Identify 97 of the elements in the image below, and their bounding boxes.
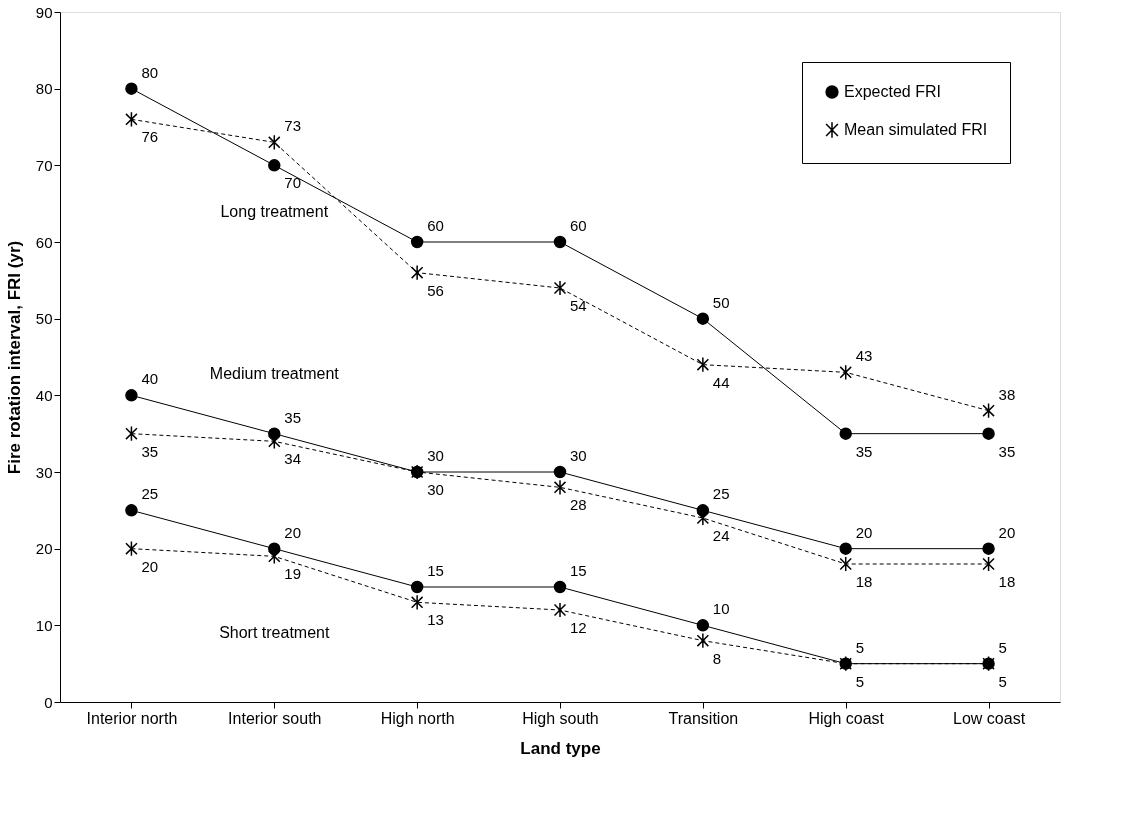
data-label: 60 bbox=[427, 217, 444, 234]
y-tick-label: 50 bbox=[35, 310, 53, 328]
data-label: 34 bbox=[284, 450, 301, 468]
point bbox=[268, 159, 281, 172]
data-label: 76 bbox=[141, 128, 159, 146]
data-label: 13 bbox=[427, 611, 444, 629]
data-label: 15 bbox=[427, 562, 444, 579]
point bbox=[982, 402, 995, 419]
point bbox=[553, 280, 567, 296]
point bbox=[982, 556, 995, 572]
point bbox=[268, 134, 281, 151]
data-label: 35 bbox=[855, 442, 873, 460]
data-label: 30 bbox=[427, 447, 444, 464]
data-label: 25 bbox=[141, 485, 159, 503]
point bbox=[696, 356, 710, 373]
data-label: 43 bbox=[855, 347, 873, 365]
point bbox=[553, 479, 567, 496]
point bbox=[553, 602, 567, 618]
x-tick-label: Transition bbox=[668, 709, 739, 727]
data-label: 5 bbox=[855, 672, 865, 690]
data-label: 54 bbox=[570, 297, 587, 314]
point bbox=[553, 580, 567, 594]
data-label: 5 bbox=[998, 672, 1007, 690]
point bbox=[125, 425, 138, 442]
y-tick-label: 30 bbox=[35, 463, 53, 481]
x-tick-label: High north bbox=[380, 709, 455, 727]
x-tick-label: High coast bbox=[808, 709, 885, 727]
y-tick-label: 80 bbox=[35, 80, 53, 98]
point bbox=[410, 580, 424, 594]
y-tick-label: 0 bbox=[44, 693, 53, 711]
point bbox=[696, 619, 710, 632]
data-label: 50 bbox=[712, 293, 730, 311]
data-label: 15 bbox=[570, 562, 587, 579]
point bbox=[410, 235, 424, 249]
data-label: 80 bbox=[141, 63, 159, 81]
y-tick-label: 40 bbox=[35, 386, 53, 404]
data-label: 44 bbox=[712, 373, 730, 391]
y-tick-label: 10 bbox=[35, 616, 53, 634]
point bbox=[410, 594, 424, 611]
point bbox=[410, 264, 424, 281]
y-tick-label: 20 bbox=[35, 540, 53, 558]
data-label: 40 bbox=[141, 370, 159, 388]
x-tick-label: Interior south bbox=[228, 709, 322, 727]
legend-label: Mean simulated FRI bbox=[844, 121, 988, 138]
data-label: 18 bbox=[998, 573, 1016, 590]
point bbox=[553, 465, 567, 479]
data-label: 20 bbox=[284, 523, 301, 541]
point bbox=[125, 82, 138, 95]
data-label: 20 bbox=[998, 523, 1016, 541]
data-label: 30 bbox=[570, 447, 587, 464]
annotation: Short treatment bbox=[219, 624, 330, 641]
point bbox=[696, 632, 710, 649]
x-tick-label: High south bbox=[522, 709, 599, 727]
data-label: 18 bbox=[855, 573, 873, 590]
data-label: 56 bbox=[427, 281, 444, 299]
point bbox=[839, 427, 852, 440]
data-label: 38 bbox=[998, 385, 1016, 403]
data-label: 35 bbox=[284, 408, 301, 426]
point bbox=[125, 389, 138, 402]
data-label: 10 bbox=[712, 600, 730, 618]
point bbox=[125, 111, 138, 128]
annotation: Long treatment bbox=[220, 203, 329, 221]
point bbox=[696, 510, 710, 526]
data-label: 70 bbox=[284, 174, 301, 192]
point bbox=[125, 540, 138, 557]
y-tick-label: 70 bbox=[35, 156, 53, 174]
legend-label: Expected FRI bbox=[844, 83, 941, 100]
data-label: 73 bbox=[284, 117, 301, 135]
point bbox=[982, 542, 995, 555]
x-axis-title: Land type bbox=[520, 738, 601, 758]
x-tick-label: Interior north bbox=[86, 709, 178, 727]
x-tick-label: Low coast bbox=[953, 709, 1026, 727]
y-axis-title: Fire rotation interval, FRI (yr) bbox=[4, 240, 24, 475]
data-label: 12 bbox=[570, 619, 587, 636]
y-tick-label: 60 bbox=[35, 233, 53, 251]
data-label: 24 bbox=[712, 527, 730, 544]
data-label: 20 bbox=[141, 557, 159, 575]
point bbox=[125, 504, 138, 517]
data-label: 8 bbox=[712, 649, 722, 667]
point bbox=[696, 312, 710, 325]
data-label: 19 bbox=[284, 565, 301, 583]
point bbox=[982, 427, 995, 440]
annotation: Medium treatment bbox=[209, 365, 340, 383]
data-label: 28 bbox=[570, 496, 587, 514]
data-label: 35 bbox=[998, 442, 1016, 460]
point bbox=[839, 556, 852, 572]
point bbox=[839, 364, 852, 381]
data-label: 30 bbox=[427, 481, 444, 498]
data-label: 5 bbox=[855, 638, 865, 656]
data-label: 20 bbox=[855, 523, 873, 541]
y-tick-label: 90 bbox=[35, 3, 53, 21]
data-label: 60 bbox=[570, 217, 587, 234]
data-label: 35 bbox=[141, 442, 159, 460]
point bbox=[839, 542, 852, 555]
data-label: 25 bbox=[712, 485, 730, 503]
data-label: 5 bbox=[998, 638, 1007, 656]
point bbox=[553, 235, 567, 249]
